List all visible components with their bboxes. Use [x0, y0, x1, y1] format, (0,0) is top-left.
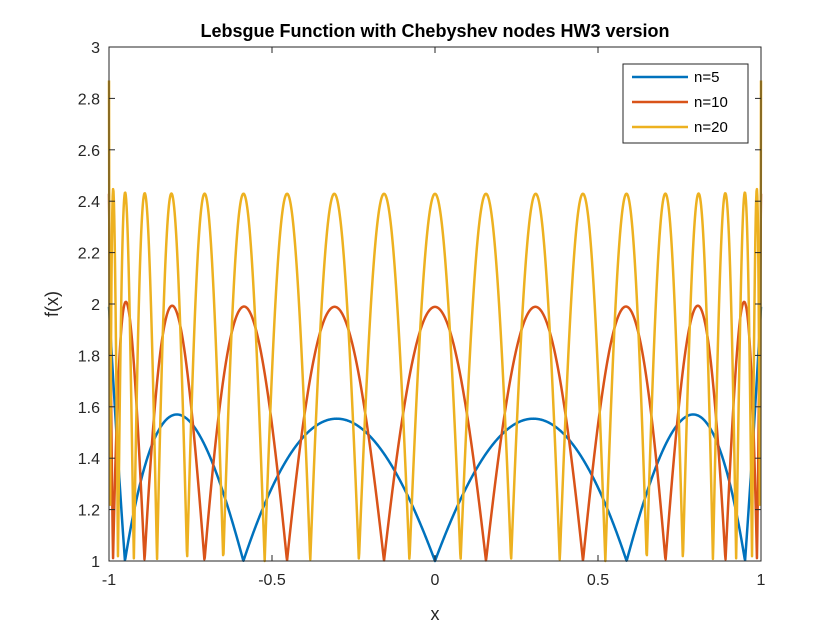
legend-entry: n=20	[632, 119, 728, 136]
y-tick-label: 1.8	[78, 348, 100, 365]
legend-label: n=20	[694, 119, 728, 136]
y-tick-label: 2.8	[78, 91, 100, 108]
y-tick-label: 2	[91, 297, 100, 314]
y-tick-label: 1.6	[78, 400, 100, 417]
y-tick-label: 2.4	[78, 194, 100, 211]
y-tick-label: 2.6	[78, 143, 100, 160]
x-tick-label: -1	[102, 572, 116, 589]
x-axis-title: x	[431, 604, 440, 624]
x-tick-label: 1	[757, 572, 766, 589]
legend-label: n=5	[694, 69, 719, 86]
y-tick-label: 1	[91, 554, 100, 571]
y-axis-title: f(x)	[42, 291, 62, 317]
series-line	[107, 80, 763, 563]
x-tick-label: 0.5	[587, 572, 609, 589]
legend-entry: n=5	[632, 69, 719, 86]
legend-label: n=10	[694, 94, 728, 111]
ticks-layer: -1 -0.5 0 0.5 1 1 1.2 1.4 1.6 1.8 2 2.2 2.4 2.6 2.8 3	[78, 40, 766, 589]
x-tick-label: -0.5	[258, 572, 286, 589]
y-tick-label: 3	[91, 40, 100, 57]
legend-entry: n=10	[632, 94, 728, 111]
y-tick-label: 1.4	[78, 451, 100, 468]
y-tick-label: 2.2	[78, 246, 100, 263]
legend: n=5 n=10 n=20	[622, 63, 749, 144]
chart-title: Lebsgue Function with Chebyshev nodes HW…	[200, 21, 669, 41]
x-tick-label: 0	[431, 572, 440, 589]
y-tick-label: 1.2	[78, 503, 100, 520]
